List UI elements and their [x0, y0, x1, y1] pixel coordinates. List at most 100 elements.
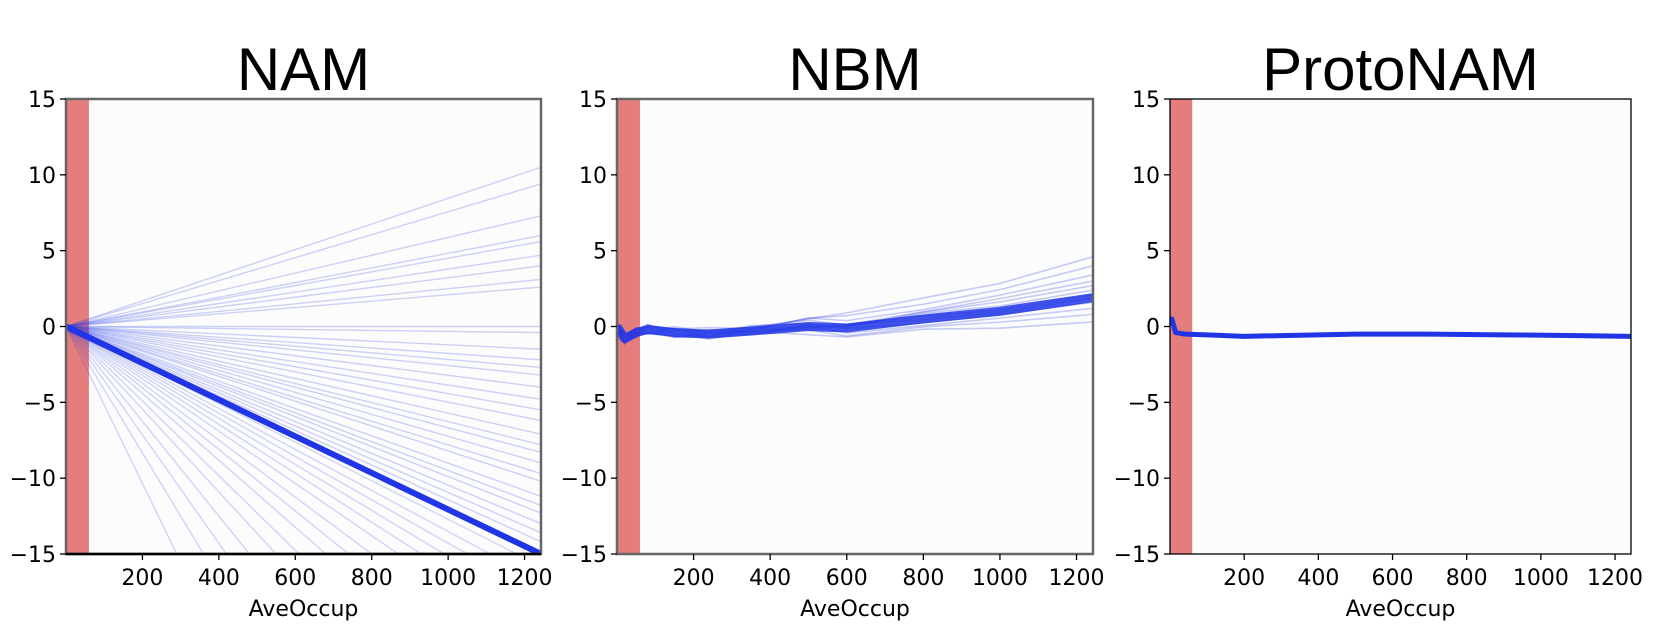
ensemble-line: [66, 286, 541, 328]
panel-nam: 15 10 5 0 −5 −10 −15 200 400 600 800 1000 1200 AveOcc…: [10, 36, 553, 622]
ensemble-line: [66, 325, 541, 376]
ensemble-line: [66, 325, 468, 554]
main-series-line: [1170, 316, 1631, 339]
ensemble-line: [66, 326, 205, 554]
highlight-band: [66, 99, 89, 554]
ensemble-line: [66, 265, 541, 328]
x-tick-label: 1200: [1049, 566, 1105, 591]
ensemble-line: [66, 325, 350, 554]
chart-title: ProtoNAM: [1262, 36, 1539, 103]
plot-area: [1170, 99, 1631, 554]
y-tick-label: 10: [1132, 164, 1160, 189]
y-tick-label: −10: [561, 467, 607, 492]
y-tick-label: 0: [593, 316, 607, 341]
x-tick-label: 400: [1297, 566, 1339, 591]
highlight-band: [1170, 99, 1193, 554]
ensemble-line: [66, 166, 541, 328]
y-tick-label: 0: [1146, 316, 1160, 341]
x-axis-label: AveOccup: [800, 597, 910, 622]
x-tick-label: 200: [121, 566, 163, 591]
ensemble-line: [66, 234, 541, 328]
ensemble-line: [66, 325, 491, 554]
y-tick-label: −15: [1114, 543, 1160, 568]
y-tick-label: −5: [24, 391, 56, 416]
y-tick-label: −15: [10, 543, 56, 568]
main-series-line: [66, 323, 541, 554]
ensemble-line: [66, 326, 277, 554]
ensemble-line: [66, 325, 541, 369]
ensemble-line: [66, 325, 541, 464]
ensemble-line: [66, 325, 541, 498]
panel-protonam: 15 10 5 0 −5 −10 −15 200 400 600 800 1000 1200 AveOcc…: [1114, 36, 1643, 622]
ensemble-line: [66, 325, 541, 361]
x-tick-label: 800: [1446, 566, 1488, 591]
ensemble-line: [66, 325, 541, 454]
ensemble-line: [66, 325, 541, 422]
ensemble-line: [66, 326, 178, 554]
y-tick-label: 5: [593, 240, 607, 265]
ensemble-line: [66, 325, 541, 334]
y-tick-label: −10: [10, 467, 56, 492]
x-tick-label: 1000: [420, 566, 476, 591]
ensemble-line: [66, 325, 445, 554]
ensemble-line: [66, 325, 422, 554]
ensemble-line: [66, 325, 541, 514]
ensemble-line: [66, 325, 541, 525]
ensemble-line: [66, 215, 541, 328]
x-tick-label: 1200: [497, 566, 553, 591]
y-tick-label: 10: [28, 164, 56, 189]
chart-title: NBM: [788, 36, 921, 103]
ensemble-line: [66, 325, 300, 554]
ensemble-line: [66, 326, 228, 554]
x-tick-label: 1200: [1587, 566, 1643, 591]
y-tick-label: −5: [1128, 391, 1160, 416]
x-tick-label: 600: [826, 566, 868, 591]
y-tick-label: −15: [561, 543, 607, 568]
x-tick-label: 1000: [972, 566, 1028, 591]
ensemble-line: [66, 325, 541, 507]
x-tick-label: 400: [749, 566, 791, 591]
ensemble-line: [66, 325, 541, 388]
ensemble-line: [66, 325, 541, 534]
main-series-line: [617, 293, 1093, 344]
ensemble-line: [66, 325, 541, 350]
x-tick-label: 200: [673, 566, 715, 591]
highlight-band: [617, 99, 640, 554]
ensemble-line: [66, 254, 541, 328]
plot-area: [66, 99, 541, 554]
series-lines: [617, 255, 1093, 346]
y-tick-label: 15: [579, 88, 607, 113]
ensemble-line: [66, 325, 541, 475]
y-tick-label: −10: [1114, 467, 1160, 492]
x-axis-label: AveOccup: [1346, 597, 1456, 622]
x-axis-label: AveOccup: [249, 597, 359, 622]
y-tick-label: 15: [1132, 88, 1160, 113]
y-tick-label: 10: [579, 164, 607, 189]
ensemble-line: [66, 325, 541, 400]
x-tick-label: 800: [902, 566, 944, 591]
y-tick-label: 5: [42, 240, 56, 265]
panel-nbm: 15 10 5 0 −5 −10 −15 200 400 600 800 1000 1200 AveOcc…: [561, 36, 1105, 622]
ensemble-line: [66, 325, 541, 435]
x-tick-label: 600: [274, 566, 316, 591]
y-tick-label: −5: [575, 391, 607, 416]
x-tick-label: 600: [1372, 566, 1414, 591]
chart-title: NAM: [237, 36, 370, 103]
x-tick-label: 400: [198, 566, 240, 591]
y-tick-label: 15: [28, 88, 56, 113]
x-tick-label: 1000: [1513, 566, 1569, 591]
series-lines: [1170, 316, 1631, 339]
ensemble-line: [66, 183, 541, 328]
ensemble-line: [66, 325, 541, 411]
ensemble-line: [66, 325, 541, 446]
ensemble-line: [66, 240, 541, 328]
ensemble-line: [66, 325, 373, 554]
ensemble-line: [66, 326, 250, 554]
x-tick-label: 200: [1223, 566, 1265, 591]
series-lines: [66, 166, 541, 554]
ensemble-line: [66, 325, 399, 554]
y-tick-label: 0: [42, 316, 56, 341]
ensemble-line: [66, 325, 327, 554]
x-tick-label: 800: [351, 566, 393, 591]
